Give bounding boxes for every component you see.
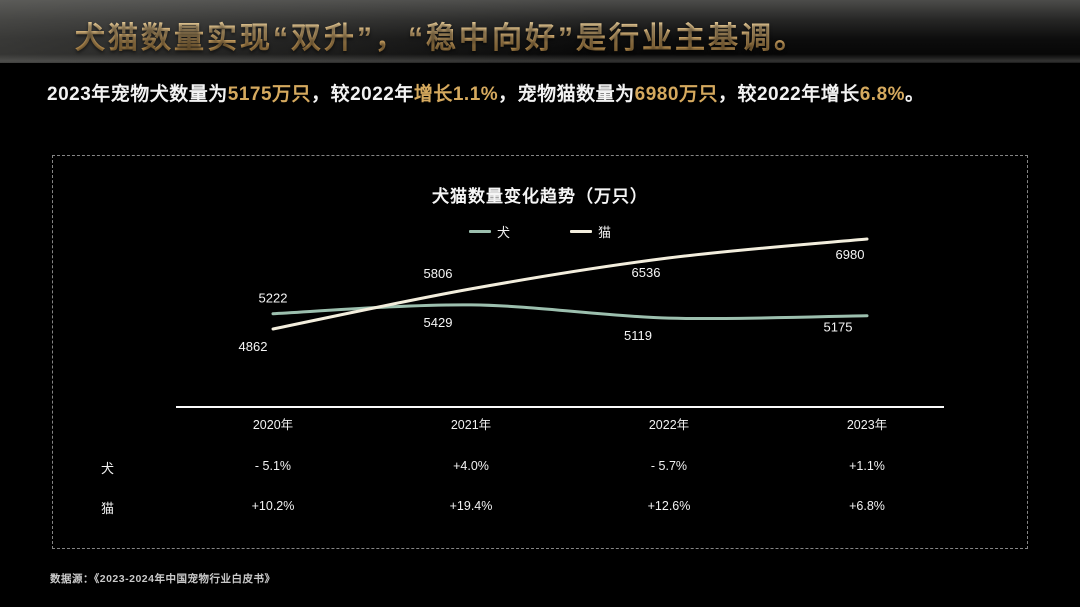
x-tick-2020: 2020年	[252, 418, 294, 432]
series-line-猫	[271, 237, 869, 331]
data-label-猫-2020年: 4862	[239, 339, 268, 354]
subtitle-text: ，较2022年	[311, 84, 414, 105]
subtitle-text: 2023年宠物犬数量为	[47, 84, 228, 105]
subtitle-text: 。	[905, 84, 925, 105]
dog-yoy-2023: +1.1%	[849, 459, 885, 473]
data-label-猫-2023年: 6980	[836, 247, 865, 262]
chart-legend: 犬 猫	[53, 222, 1027, 241]
cat-yoy-2020: +10.2%	[251, 499, 295, 513]
data-label-犬-2022年: 5119	[624, 328, 652, 343]
cat-yoy-2021: +19.4%	[449, 499, 493, 513]
chart-panel: 犬猫数量变化趋势（万只） 犬 猫 5222 5429 5119 5175 4862 580…	[52, 155, 1028, 549]
row-label-cat: 猫	[101, 501, 115, 516]
data-source: 数据源：《2023-2024年中国宠物行业白皮书》	[50, 573, 276, 585]
data-label-猫-2021年: 5806	[424, 266, 453, 281]
legend-item-cat: 猫	[570, 222, 611, 241]
subtitle: 2023年宠物犬数量为5175万只，较2022年增长1.1%，宠物猫数量为698…	[47, 79, 1057, 106]
line-chart: 5222 5429 5119 5175 4862 5806 6536 6980	[239, 237, 869, 354]
x-tick-2021: 2021年	[450, 418, 492, 432]
dog-count-highlight: 5175万只	[227, 84, 312, 105]
header-bar: 犬猫数量实现“双升”，“稳中向好”是行业主基调。	[0, 0, 1080, 63]
dog-yoy-2022: - 5.7%	[650, 459, 688, 473]
cat-count-highlight: 6980万只	[634, 84, 718, 105]
dog-yoy-2020: - 5.1%	[254, 459, 292, 473]
data-label-犬-2023年: 5175	[824, 320, 853, 335]
x-tick-2023: 2023年	[846, 418, 888, 432]
data-label-犬-2021年: 5429	[424, 315, 453, 330]
data-label-犬-2020年: 5222	[259, 291, 288, 306]
dog-line-swatch-icon	[468, 230, 491, 233]
cat-line-swatch-icon	[570, 230, 592, 233]
series-line-犬	[271, 303, 869, 321]
x-axis-line	[176, 406, 944, 408]
page-title: 犬猫数量实现“双升”，“稳中向好”是行业主基调。	[75, 13, 807, 57]
x-tick-2022: 2022年	[648, 418, 690, 432]
legend-label-dog: 犬	[496, 225, 510, 240]
subtitle-text: ，宠物猫数量为	[498, 84, 635, 105]
legend-item-dog: 犬	[468, 222, 510, 241]
subtitle-text: ，较2022年增长	[717, 84, 860, 105]
cat-yoy-2022: +12.6%	[647, 499, 691, 513]
legend-label-cat: 猫	[598, 225, 612, 240]
dog-growth-highlight: 增长1.1%	[413, 84, 499, 105]
cat-yoy-2023: +6.8%	[849, 499, 885, 513]
data-label-猫-2022年: 6536	[632, 265, 661, 280]
row-label-dog: 犬	[101, 461, 115, 476]
chart-title: 犬猫数量变化趋势（万只）	[432, 187, 648, 206]
cat-growth-highlight: 6.8%	[859, 84, 906, 105]
dog-yoy-2021: +4.0%	[453, 459, 489, 473]
